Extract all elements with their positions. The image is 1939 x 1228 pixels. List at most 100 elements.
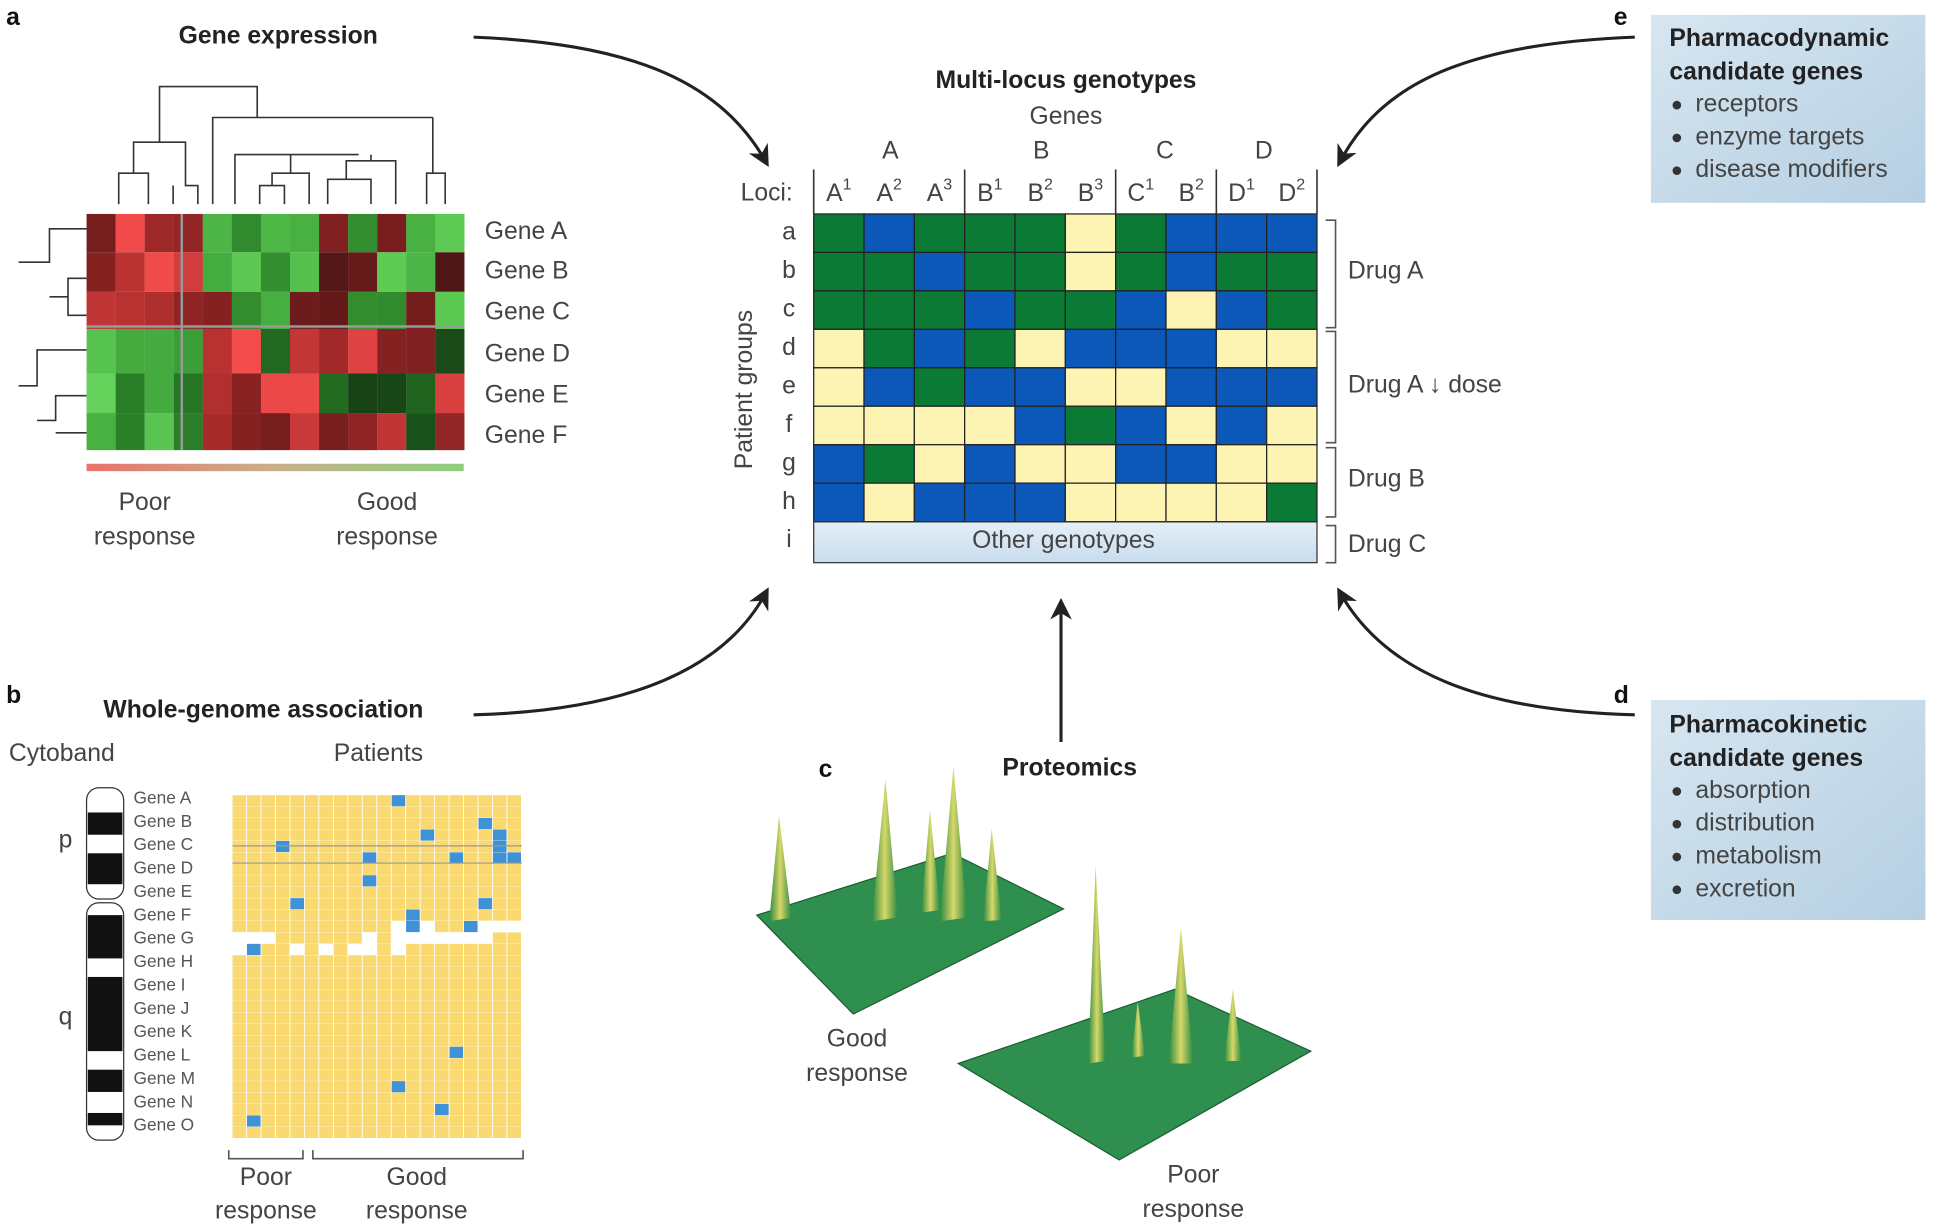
- gene-label: Gene F: [485, 422, 567, 449]
- association-cell: [377, 807, 391, 818]
- genotype-cell: [1216, 368, 1266, 406]
- association-cell: [305, 978, 319, 989]
- association-cell: [464, 1104, 478, 1115]
- association-cell: [421, 1115, 435, 1126]
- association-cell: [276, 1001, 290, 1012]
- locus-name: A: [927, 180, 944, 207]
- association-cell: [334, 944, 348, 955]
- association-cell: [464, 875, 478, 886]
- association-cell: [363, 898, 377, 909]
- association-cell: [493, 829, 507, 840]
- association-cell: [247, 1093, 261, 1104]
- association-cell: [348, 910, 362, 921]
- association-cell: [507, 1115, 521, 1126]
- association-cell: [319, 852, 333, 863]
- association-cell: [247, 875, 261, 886]
- association-cell: [247, 955, 261, 966]
- association-cell: [478, 852, 492, 863]
- association-cell: [363, 887, 377, 898]
- association-cell: [493, 1081, 507, 1092]
- association-cell: [377, 1104, 391, 1115]
- association-cell: [493, 944, 507, 955]
- association-cell: [334, 1058, 348, 1069]
- bracket: [1326, 448, 1336, 517]
- association-cell: [507, 898, 521, 909]
- arrow: [474, 37, 767, 163]
- association-cell: [478, 1047, 492, 1058]
- association-cell: [261, 875, 275, 886]
- association-cell: [392, 932, 406, 943]
- genotype-cell: [1166, 406, 1216, 444]
- association-cell: [319, 955, 333, 966]
- gene-label: Gene C: [485, 298, 570, 325]
- group-label: b: [782, 257, 796, 284]
- drug-label: Drug C: [1348, 531, 1426, 558]
- association-cell: [406, 887, 420, 898]
- association-cell: [305, 1093, 319, 1104]
- association-cell: [232, 955, 246, 966]
- association-cell: [421, 795, 435, 806]
- association-cell: [305, 829, 319, 840]
- locus-name: C: [1127, 180, 1145, 207]
- association-cell: [392, 944, 406, 955]
- association-cell: [232, 978, 246, 989]
- association-cell: [334, 1035, 348, 1046]
- association-cell: [450, 1047, 464, 1058]
- association-cell: [261, 829, 275, 840]
- gene-label: Gene E: [134, 881, 193, 901]
- box-title: Pharmacodynamic: [1669, 25, 1889, 52]
- association-cell: [290, 1115, 304, 1126]
- association-cell: [450, 1035, 464, 1046]
- association-cell: [305, 1070, 319, 1081]
- genotype-cell: [864, 214, 914, 252]
- association-cell: [421, 852, 435, 863]
- heat-cell: [116, 373, 145, 413]
- association-cell: [261, 1001, 275, 1012]
- association-cell: [450, 1127, 464, 1138]
- association-cell: [261, 1024, 275, 1035]
- association-cell: [319, 1104, 333, 1115]
- genotype-cell: [1015, 214, 1065, 252]
- association-cell: [290, 910, 304, 921]
- association-cell: [435, 1024, 449, 1035]
- association-cell: [232, 898, 246, 909]
- association-cell: [406, 1093, 420, 1104]
- heat-cell: [290, 292, 319, 329]
- heat-cell: [435, 373, 464, 413]
- association-cell: [478, 944, 492, 955]
- association-cell: [392, 887, 406, 898]
- association-cell: [478, 1058, 492, 1069]
- association-cell: [478, 829, 492, 840]
- association-cell: [319, 1058, 333, 1069]
- association-cell: [478, 967, 492, 978]
- association-cell: [334, 955, 348, 966]
- association-cell: [348, 978, 362, 989]
- genotype-cell: [1015, 252, 1065, 290]
- genotype-cell: [914, 252, 964, 290]
- association-cell: [406, 1104, 420, 1115]
- association-cell: [493, 921, 507, 932]
- association-cell: [290, 1093, 304, 1104]
- box-item: excretion: [1695, 875, 1795, 902]
- association-cell: [319, 1047, 333, 1058]
- association-grid: [232, 795, 521, 1138]
- association-cell: [478, 978, 492, 989]
- heat-cell: [174, 292, 203, 329]
- loci-label: Loci:: [741, 180, 793, 207]
- association-cell: [421, 1104, 435, 1115]
- association-cell: [450, 1001, 464, 1012]
- association-cell: [276, 1047, 290, 1058]
- locus-sup: 2: [1044, 176, 1053, 194]
- association-cell: [450, 807, 464, 818]
- association-cell: [348, 944, 362, 955]
- association-cell: [450, 1104, 464, 1115]
- genotype-cell: [1116, 483, 1166, 521]
- genotype-cell: [965, 329, 1015, 367]
- genotype-cell: [864, 445, 914, 483]
- association-cell: [421, 1012, 435, 1023]
- gene-label: Gene D: [485, 340, 570, 367]
- association-cell: [232, 1058, 246, 1069]
- association-cell: [348, 1093, 362, 1104]
- association-cell: [276, 1104, 290, 1115]
- association-cell: [247, 990, 261, 1001]
